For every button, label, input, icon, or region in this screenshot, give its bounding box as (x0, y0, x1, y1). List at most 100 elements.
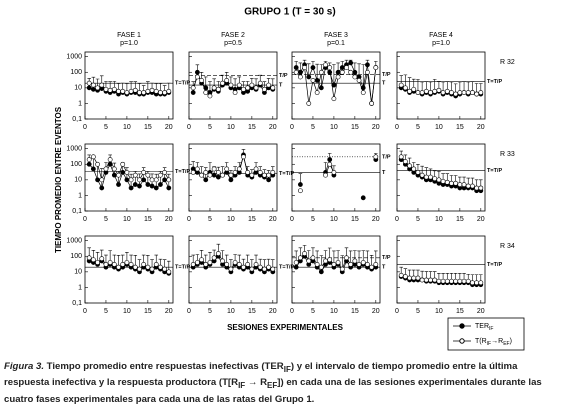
data-point (461, 182, 467, 187)
error-bar (319, 64, 324, 88)
data-point (128, 177, 134, 183)
data-point (440, 278, 446, 284)
data-point (132, 87, 138, 93)
data-point (440, 178, 446, 184)
data-point (116, 172, 121, 178)
data-point (107, 260, 113, 265)
data-point (116, 88, 121, 94)
data-point (120, 88, 126, 94)
data-point (253, 85, 259, 91)
data-point (411, 166, 417, 172)
data-point (327, 65, 333, 70)
reference-label: T=T/P (487, 262, 502, 268)
data-point (373, 262, 379, 267)
data-point (373, 154, 379, 160)
data-point (224, 262, 230, 267)
x-tick-label: 0 (83, 124, 87, 131)
x-tick-label: 10 (123, 124, 131, 131)
y-tick-label: 0,1 (72, 300, 82, 307)
data-point (465, 278, 471, 284)
plot-frame (188, 143, 278, 212)
x-tick-label: 20 (165, 124, 173, 131)
x-tick-label: 15 (351, 124, 359, 131)
legend-box (447, 317, 525, 351)
data-point (461, 90, 467, 95)
data-point (449, 278, 454, 284)
data-point (232, 170, 238, 175)
x-tick-label: 10 (123, 216, 131, 223)
data-point (266, 172, 272, 178)
x-tick-label: 20 (372, 124, 380, 131)
data-point (478, 185, 484, 191)
data-point (360, 260, 366, 265)
data-point (99, 256, 105, 262)
data-point (166, 185, 172, 191)
data-point (453, 180, 459, 186)
panel-subtitle: p=1.0 (120, 40, 138, 47)
data-point (86, 161, 92, 167)
data-point (365, 69, 370, 75)
data-point (339, 266, 345, 272)
data-point (348, 262, 354, 267)
x-tick-label: 0 (290, 216, 294, 223)
data-point (262, 86, 267, 92)
data-point (318, 269, 324, 275)
data-point (128, 88, 134, 94)
data-point (474, 280, 480, 286)
data-point (356, 78, 362, 83)
data-point (158, 182, 163, 187)
x-tick-label: 15 (144, 124, 152, 131)
data-point (257, 264, 263, 270)
plot-frame (84, 235, 174, 304)
data-point (314, 78, 320, 83)
data-point (461, 278, 467, 284)
data-point (323, 62, 328, 68)
data-point (158, 172, 163, 178)
x-tick-label: 5 (416, 308, 420, 315)
data-point (310, 65, 316, 70)
data-point (449, 90, 454, 95)
y-tick-label: 1000 (66, 238, 82, 245)
data-point (470, 183, 475, 189)
data-point (86, 255, 92, 261)
data-point (270, 85, 276, 91)
x-tick-label: 0 (290, 308, 294, 315)
data-point (124, 260, 130, 265)
data-point (407, 163, 412, 169)
data-point (190, 170, 196, 175)
data-point (137, 183, 142, 189)
x-tick-label: 20 (269, 308, 277, 315)
data-point (194, 260, 200, 265)
data-point (166, 177, 172, 183)
row-label: R 33 (500, 151, 515, 158)
data-point (432, 176, 438, 182)
x-tick-label: 5 (311, 308, 315, 315)
data-point (86, 80, 92, 86)
reference-label: T=T/P (175, 81, 190, 87)
data-point (145, 182, 151, 187)
panel-subtitle: p=0.1 (327, 40, 345, 47)
data-point (145, 172, 151, 178)
x-tick-label: 0 (187, 124, 191, 131)
data-point (440, 90, 446, 95)
data-point (111, 262, 117, 267)
reference-label: T/P (382, 154, 391, 160)
data-point (270, 266, 276, 272)
data-point (245, 85, 251, 91)
data-point (436, 177, 442, 183)
reference-label: T (382, 170, 386, 176)
data-point (99, 82, 105, 88)
data-point (132, 182, 138, 187)
data-point (457, 278, 463, 284)
data-point (199, 78, 204, 83)
data-point (158, 90, 163, 95)
legend-marker (459, 323, 465, 329)
y-tick-label: 100 (70, 69, 82, 76)
data-point (158, 264, 163, 270)
data-point (327, 157, 333, 162)
data-point (266, 177, 272, 183)
data-point (449, 180, 454, 186)
legend-text: T(R (475, 338, 487, 345)
data-point (153, 262, 159, 267)
data-point (262, 172, 267, 178)
